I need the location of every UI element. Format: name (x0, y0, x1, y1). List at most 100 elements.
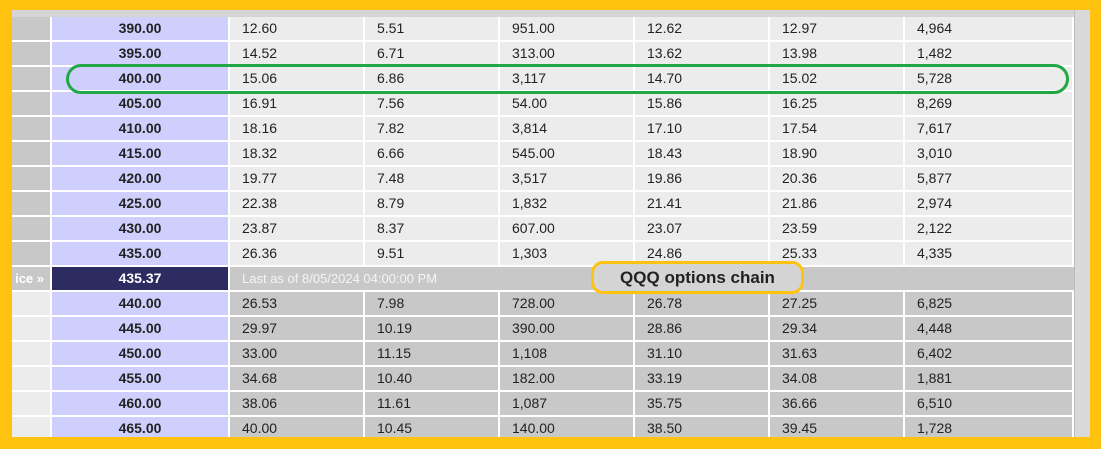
row-gutter (12, 67, 52, 92)
data-cell: 22.38 (230, 192, 365, 217)
data-cell: 31.10 (635, 342, 770, 367)
data-cell: 1,881 (905, 367, 1074, 392)
data-cell: 2,974 (905, 192, 1074, 217)
data-cell: 8.79 (365, 192, 500, 217)
data-cell: 23.59 (770, 217, 905, 242)
data-cell: 16.25 (770, 92, 905, 117)
data-cell: 7.48 (365, 167, 500, 192)
data-cell: 12.97 (770, 17, 905, 42)
data-cell: 11.61 (365, 392, 500, 417)
data-cell: 33.19 (635, 367, 770, 392)
strike-cell: 390.00 (52, 17, 230, 42)
table-row[interactable]: 455.00 34.68 10.40 182.00 33.19 34.08 1,881 (12, 367, 1074, 392)
data-cell: 12.60 (230, 17, 365, 42)
data-cell: 23.07 (635, 217, 770, 242)
data-cell: 8,269 (905, 92, 1074, 117)
data-cell: 951.00 (500, 17, 635, 42)
table-row[interactable]: 420.00 19.77 7.48 3,517 19.86 20.36 5,877 (12, 167, 1074, 192)
table-row[interactable]: 440.00 26.53 7.98 728.00 26.78 27.25 6,825 (12, 292, 1074, 317)
data-cell: 21.86 (770, 192, 905, 217)
table-row[interactable]: 425.00 22.38 8.79 1,832 21.41 21.86 2,974 (12, 192, 1074, 217)
data-cell: 40.00 (230, 417, 365, 437)
strike-cell: 420.00 (52, 167, 230, 192)
strike-cell: 445.00 (52, 317, 230, 342)
data-cell: 26.78 (635, 292, 770, 317)
data-cell: 28.86 (635, 317, 770, 342)
data-cell: 25.33 (770, 242, 905, 267)
row-gutter (12, 192, 52, 217)
strike-cell: 430.00 (52, 217, 230, 242)
data-cell: 5.51 (365, 17, 500, 42)
data-cell: 19.77 (230, 167, 365, 192)
data-cell: 4,448 (905, 317, 1074, 342)
data-cell: 15.86 (635, 92, 770, 117)
data-cell: 182.00 (500, 367, 635, 392)
strike-cell: 450.00 (52, 342, 230, 367)
data-cell: 5,877 (905, 167, 1074, 192)
options-chain-table: 390.00 12.60 5.51 951.00 12.62 12.97 4,964 395.… (12, 10, 1090, 437)
row-gutter (12, 42, 52, 67)
row-gutter (12, 217, 52, 242)
data-cell: 11.15 (365, 342, 500, 367)
row-gutter (12, 167, 52, 192)
data-cell: 728.00 (500, 292, 635, 317)
data-cell: 313.00 (500, 42, 635, 67)
table-row[interactable]: 450.00 33.00 11.15 1,108 31.10 31.63 6,402 (12, 342, 1074, 367)
data-cell: 2,122 (905, 217, 1074, 242)
data-cell: 6,825 (905, 292, 1074, 317)
table-row[interactable]: 395.00 14.52 6.71 313.00 13.62 13.98 1,482 (12, 42, 1074, 67)
table-row[interactable]: 410.00 18.16 7.82 3,814 17.10 17.54 7,617 (12, 117, 1074, 142)
table-row[interactable]: 435.00 26.36 9.51 1,303 24.86 25.33 4,335 (12, 242, 1074, 267)
row-gutter (12, 417, 52, 437)
highlight-oval (66, 64, 1069, 94)
data-cell: 4,335 (905, 242, 1074, 267)
data-cell: 140.00 (500, 417, 635, 437)
data-cell: 1,728 (905, 417, 1074, 437)
data-cell: 29.34 (770, 317, 905, 342)
data-cell: 21.41 (635, 192, 770, 217)
data-cell: 4,964 (905, 17, 1074, 42)
data-cell: 7,617 (905, 117, 1074, 142)
table-row[interactable]: 445.00 29.97 10.19 390.00 28.86 29.34 4,448 (12, 317, 1074, 342)
strike-cell: 465.00 (52, 417, 230, 437)
data-cell: 7.56 (365, 92, 500, 117)
table-row[interactable]: 460.00 38.06 11.61 1,087 35.75 36.66 6,510 (12, 392, 1074, 417)
row-gutter (12, 317, 52, 342)
data-cell: 17.54 (770, 117, 905, 142)
data-cell: 33.00 (230, 342, 365, 367)
strike-cell: 435.00 (52, 242, 230, 267)
data-cell: 18.16 (230, 117, 365, 142)
data-cell: 6,510 (905, 392, 1074, 417)
data-cell: 26.36 (230, 242, 365, 267)
table-row[interactable]: 465.00 40.00 10.45 140.00 38.50 39.45 1,728 (12, 417, 1074, 437)
data-cell: 7.82 (365, 117, 500, 142)
data-cell: 16.91 (230, 92, 365, 117)
data-cell: 29.97 (230, 317, 365, 342)
table-row[interactable]: 430.00 23.87 8.37 607.00 23.07 23.59 2,122 (12, 217, 1074, 242)
data-cell: 38.06 (230, 392, 365, 417)
data-cell: 26.53 (230, 292, 365, 317)
data-cell: 17.10 (635, 117, 770, 142)
row-gutter (12, 142, 52, 167)
strike-cell: 425.00 (52, 192, 230, 217)
data-cell: 1,832 (500, 192, 635, 217)
underlying-price: 435.37 (52, 267, 230, 292)
data-cell: 10.19 (365, 317, 500, 342)
strike-cell: 415.00 (52, 142, 230, 167)
data-cell: 3,517 (500, 167, 635, 192)
annotation-callout: QQQ options chain (591, 261, 804, 294)
row-gutter (12, 367, 52, 392)
scrollbar-thumb[interactable] (1074, 10, 1090, 437)
row-gutter (12, 17, 52, 42)
data-cell: 9.51 (365, 242, 500, 267)
price-row-label[interactable]: ice » (12, 267, 52, 292)
data-cell: 36.66 (770, 392, 905, 417)
data-cell: 34.08 (770, 367, 905, 392)
data-cell: 23.87 (230, 217, 365, 242)
table-row[interactable]: 415.00 18.32 6.66 545.00 18.43 18.90 3,010 (12, 142, 1074, 167)
data-cell: 545.00 (500, 142, 635, 167)
table-row[interactable]: 390.00 12.60 5.51 951.00 12.62 12.97 4,964 (12, 17, 1074, 42)
row-gutter (12, 392, 52, 417)
table-row[interactable]: 405.00 16.91 7.56 54.00 15.86 16.25 8,269 (12, 92, 1074, 117)
data-cell: 390.00 (500, 317, 635, 342)
